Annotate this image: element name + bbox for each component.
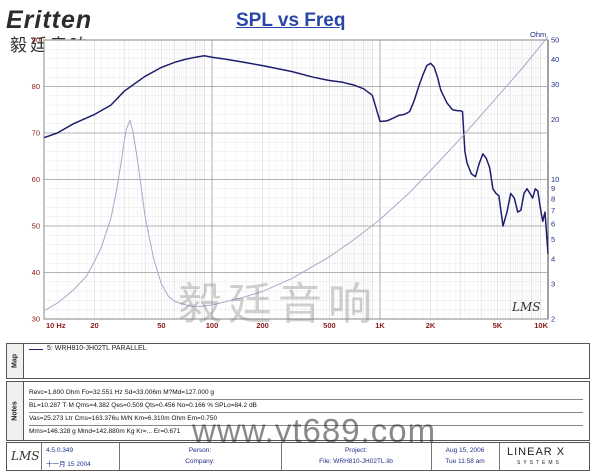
right-tick-label: 50 xyxy=(551,36,559,45)
left-tick-label: 90 xyxy=(32,36,40,45)
map-panel: Map 5: WRH810-JH02TL PARALLEL xyxy=(6,343,590,379)
series-layer xyxy=(43,36,549,312)
x-tick-label: 50 xyxy=(157,321,165,330)
notes-tab: Notes xyxy=(7,382,24,440)
note-separator xyxy=(29,425,583,426)
brand-sub-text: SYSTEMS xyxy=(517,460,562,466)
right-tick-label: 9 xyxy=(551,184,555,193)
project-label: Project: xyxy=(344,447,368,454)
left-tick-label: 30 xyxy=(32,315,40,324)
footer-project-cell: Project: File: WRH810-JH02TL.lib xyxy=(281,443,432,470)
x-tick-label: 10 Hz xyxy=(46,321,66,330)
right-tick-label: 5 xyxy=(551,235,555,244)
chart-title: SPL vs Freq xyxy=(236,10,346,31)
note-line-3: Vas=25.273 Ltr Cms=163.376u M/N Km=6.310… xyxy=(29,415,218,422)
left-tick-label: 70 xyxy=(32,129,40,138)
report-footer: LMS 4.5.0.349 十一月 15 2004 Person: Compan… xyxy=(6,442,590,471)
right-tick-label: 30 xyxy=(551,80,559,89)
lms-footer-logo: LMS xyxy=(11,449,40,463)
footer-brand-cell: LINEAR X SYSTEMS xyxy=(499,443,588,470)
impedance-curve xyxy=(43,36,549,312)
footer-date-cell: Aug 15, 2006 Tue 11:58 am xyxy=(431,443,500,470)
x-tick-label: 10K xyxy=(534,321,548,330)
notes-tab-label: Notes xyxy=(11,401,19,421)
right-tick-label: 3 xyxy=(551,279,555,288)
note-line-1: Revc=1.800 Ohm Fo=32.551 Hz Sd=33.006m M… xyxy=(29,389,215,396)
x-tick-label: 500 xyxy=(323,321,336,330)
x-tick-label: 1K xyxy=(375,321,385,330)
map-tab-label: Map xyxy=(11,354,19,368)
date-text: Aug 15, 2006 xyxy=(445,447,485,454)
right-tick-label: 40 xyxy=(551,55,559,64)
right-axis-unit: Ohm xyxy=(530,30,546,39)
spl-curve xyxy=(43,55,549,254)
footer-person-cell: Person: Company: xyxy=(119,443,282,470)
grid xyxy=(43,39,548,320)
map-tab: Map xyxy=(7,344,24,378)
right-tick-label: 7 xyxy=(551,206,555,215)
left-tick-label: 40 xyxy=(32,268,40,277)
company-label: Company: xyxy=(185,458,215,465)
right-tick-label: 6 xyxy=(551,219,555,228)
legend-swatch xyxy=(29,349,43,350)
right-tick-label: 8 xyxy=(551,194,555,203)
note-separator xyxy=(29,399,583,400)
notes-panel: Notes Revc=1.800 Ohm Fo=32.551 Hz Sd=33.… xyxy=(6,381,590,441)
right-tick-label: 4 xyxy=(551,254,555,263)
lms-chart-watermark: LMS xyxy=(511,300,540,314)
note-line-4: Mms=146.328 g Mmd=142.880m Kg Kr=... Er=… xyxy=(29,428,181,435)
note-separator xyxy=(29,412,583,413)
right-tick-label: 10 xyxy=(551,175,559,184)
x-tick-label: 20 xyxy=(90,321,98,330)
footer-logo-cell: LMS xyxy=(7,443,42,470)
right-tick-label: 20 xyxy=(551,115,559,124)
right-tick-label: 2 xyxy=(551,315,555,324)
brand-text: LINEAR X xyxy=(507,446,566,458)
left-tick-label: 50 xyxy=(32,222,40,231)
version-text: 4.5.0.349 xyxy=(46,447,74,454)
x-tick-label: 100 xyxy=(206,321,219,330)
footer-version-cell: 4.5.0.349 十一月 15 2004 xyxy=(41,443,120,470)
x-tick-label: 2K xyxy=(426,321,436,330)
person-label: Person: xyxy=(188,447,212,454)
build-date-text: 十一月 15 2004 xyxy=(46,461,91,468)
left-tick-label: 60 xyxy=(32,175,40,184)
x-tick-label: 5K xyxy=(493,321,503,330)
note-line-2: BL=10.287 T·M Qms=4.382 Qes=0.509 Qts=0.… xyxy=(29,402,257,409)
file-text: File: WRH810-JH02TL.lib xyxy=(319,458,393,465)
watermark-chinese: 毅廷音响 xyxy=(178,279,378,330)
legend-entry[interactable]: 5: WRH810-JH02TL PARALLEL xyxy=(47,345,147,352)
x-tick-label: 200 xyxy=(256,321,269,330)
left-tick-label: 80 xyxy=(32,82,40,91)
time-text: Tue 11:58 am xyxy=(445,458,485,465)
logo-english: Eritten xyxy=(6,6,93,34)
